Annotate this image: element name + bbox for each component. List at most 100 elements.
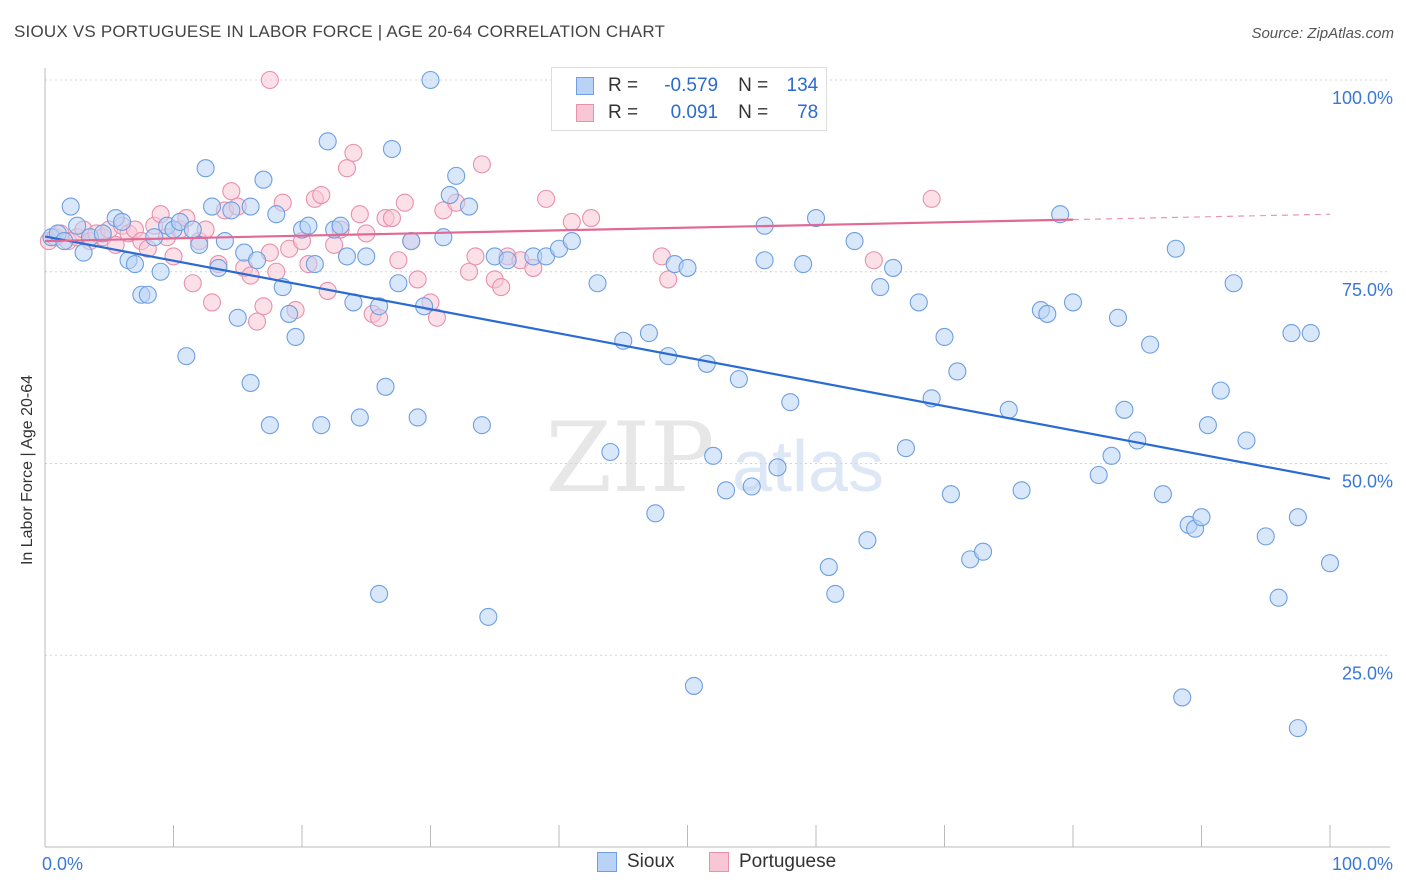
series-legend-sioux[interactable]: Sioux [597, 851, 675, 873]
portuguese-point [382, 209, 402, 228]
sioux-point [61, 197, 80, 216]
y-tick-label: 50.0% [1342, 472, 1393, 492]
sioux-point [909, 293, 928, 312]
portuguese-point [659, 270, 678, 289]
sioux-point [1301, 324, 1320, 343]
sioux-point [74, 243, 93, 262]
portuguese-point [267, 262, 286, 281]
sioux-point [794, 255, 813, 274]
legend-r-label: R = [608, 102, 639, 123]
sioux-point [601, 442, 620, 462]
watermark-zip: ZIP [545, 402, 714, 514]
sioux-point [177, 347, 196, 366]
sioux-point [896, 439, 916, 458]
sioux-point [716, 481, 736, 500]
sioux-point [434, 228, 453, 247]
portuguese-point [389, 251, 408, 270]
portuguese-trend-line [44, 218, 1074, 243]
portuguese-point [344, 143, 363, 162]
portuguese-point [222, 182, 241, 201]
portuguese-point [472, 155, 491, 174]
sioux-point [447, 166, 466, 185]
sioux-point [241, 197, 260, 216]
gridlines [45, 79, 1390, 656]
portuguese-point [537, 189, 556, 208]
sioux-point [1115, 400, 1134, 419]
sioux-point [479, 607, 498, 626]
sioux-point [376, 377, 395, 396]
sioux-point [1269, 588, 1288, 607]
sioux-point [646, 504, 665, 523]
sioux-point [697, 354, 716, 373]
sioux-point [1256, 527, 1275, 546]
portuguese-trend-extension [1072, 213, 1331, 221]
sioux-point [280, 304, 299, 323]
sioux-point [459, 197, 479, 216]
sioux-point [858, 531, 877, 550]
series-legend-label-sioux: Sioux [627, 851, 675, 872]
legend-swatch-sioux [576, 77, 594, 95]
y-tick-label: 75.0% [1342, 280, 1393, 300]
sioux-point [826, 584, 845, 603]
sioux-point [941, 485, 960, 504]
sioux-point [678, 258, 697, 277]
sioux-point [973, 542, 993, 561]
sioux-point [299, 216, 318, 235]
legend-r-value-sioux: -0.579 [664, 75, 719, 96]
y-tick-label: 25.0% [1342, 663, 1393, 683]
sioux-point [1153, 485, 1172, 504]
sioux-point [755, 251, 774, 270]
sioux-point [498, 251, 517, 270]
sioux-point [228, 308, 247, 327]
sioux-point [196, 159, 215, 178]
legend-r-label: R = [608, 75, 639, 96]
series-legend-portuguese[interactable]: Portuguese [709, 851, 836, 873]
portuguese-point [337, 159, 357, 178]
sioux-point [305, 255, 324, 274]
sioux-point [1237, 431, 1256, 450]
axes [44, 68, 1390, 848]
sioux-point [781, 393, 800, 412]
portuguese-point [247, 312, 267, 331]
sioux-point [1173, 688, 1192, 707]
series-legend-swatch-sioux [597, 852, 617, 872]
series-legend-swatch-portuguese [709, 852, 729, 872]
sioux-point [1282, 324, 1301, 343]
sioux-point [241, 373, 260, 393]
legend-n-label: N = [738, 75, 769, 96]
portuguese-point [203, 293, 222, 312]
sioux-point [999, 400, 1018, 419]
correlation-legend: R = -0.579 N = 134 R = 0.091 N = 78 [551, 67, 827, 131]
sioux-point [1320, 554, 1340, 573]
sioux-point [350, 408, 369, 427]
sioux-point [1012, 481, 1031, 500]
sioux-point [1108, 308, 1128, 327]
sioux-point [1063, 293, 1083, 312]
sioux-point [1166, 239, 1185, 258]
sioux-point [93, 224, 112, 243]
sioux-point [318, 132, 337, 151]
legend-swatch-portuguese [576, 104, 594, 122]
x-tick-labels: 0.0% 100.0% [42, 854, 1393, 874]
sioux-point [1051, 205, 1070, 224]
sioux-point [145, 228, 164, 247]
sioux-point [113, 212, 132, 231]
trend-lines [44, 213, 1331, 480]
sioux-point [286, 327, 305, 346]
legend-n-value-sioux: 134 [786, 75, 819, 96]
sioux-point [337, 247, 357, 266]
sioux-point [1288, 508, 1307, 527]
portuguese-point [183, 274, 202, 293]
sioux-point [871, 278, 890, 297]
sioux-point [1141, 335, 1160, 354]
series-sioux [42, 70, 1340, 738]
portuguese-point [254, 297, 273, 316]
sioux-point [389, 274, 408, 293]
legend-n-value-portuguese: 78 [797, 102, 819, 123]
portuguese-point [260, 70, 279, 90]
legend-n-label: N = [738, 102, 769, 123]
sioux-point [806, 209, 826, 228]
source-label: Source: ZipAtlas.com [1251, 25, 1394, 42]
sioux-point [151, 262, 170, 281]
